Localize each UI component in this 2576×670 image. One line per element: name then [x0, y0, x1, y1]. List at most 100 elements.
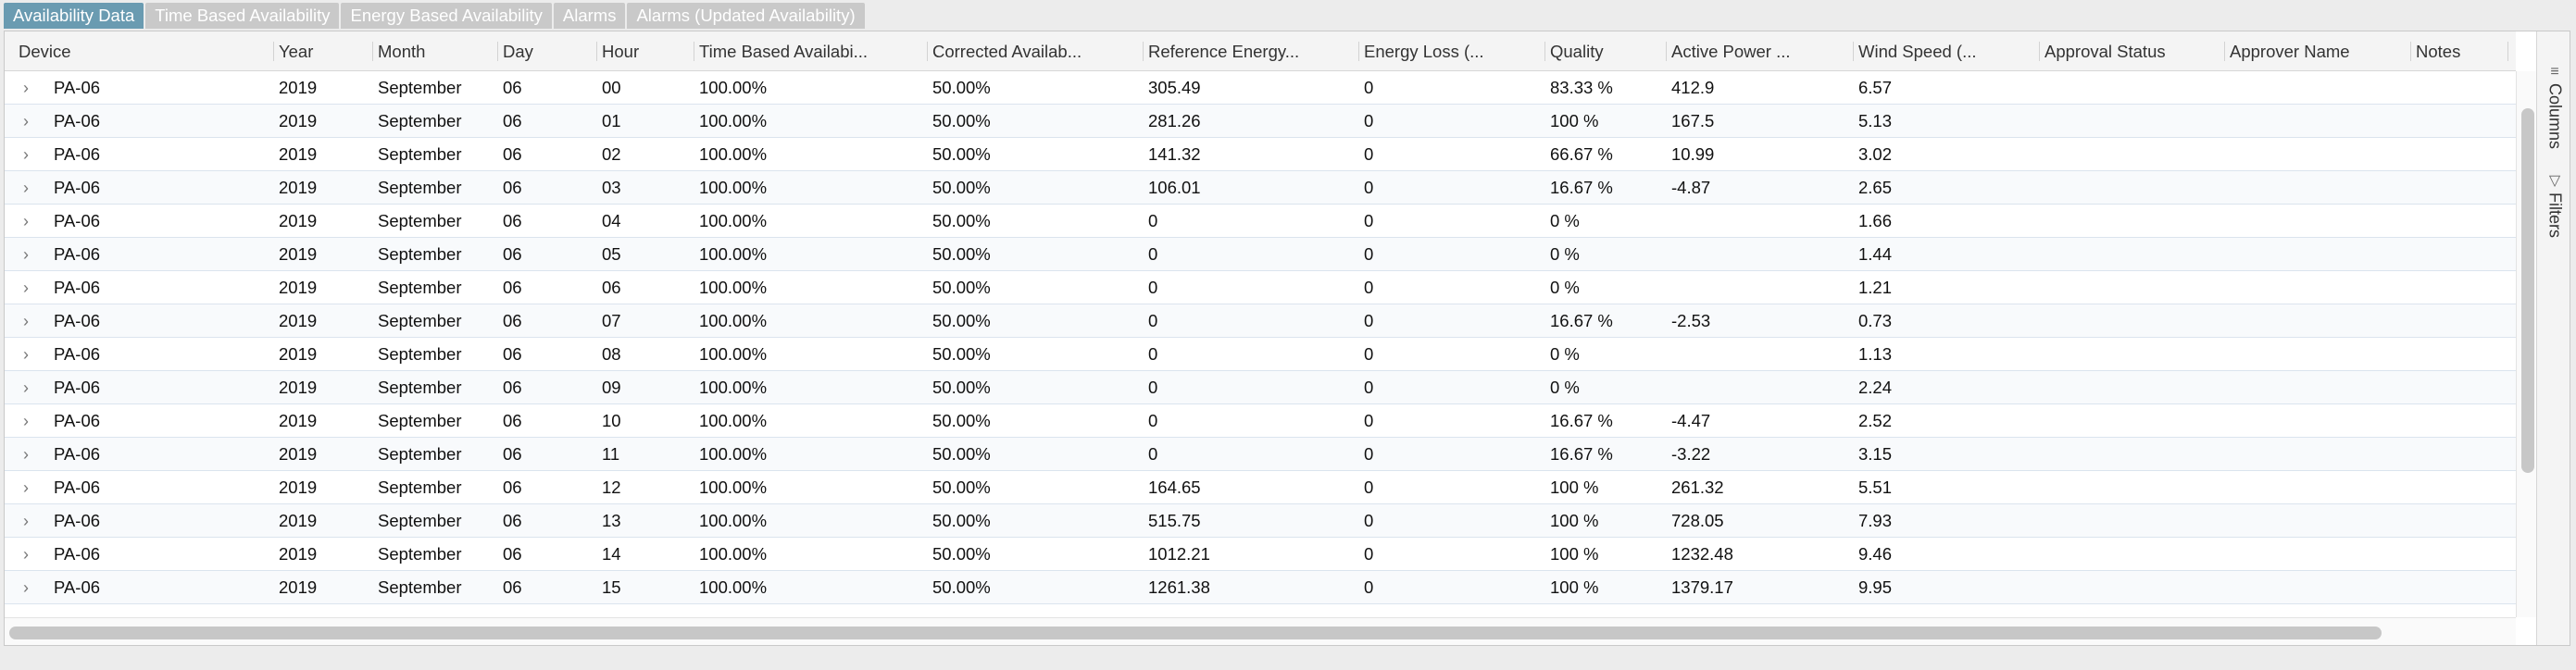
table-row[interactable]: › PA-06 2019 September 06 07 100.00% 50.00% 0 0 16…	[5, 304, 2516, 338]
table-row[interactable]: › PA-06 2019 September 06 14 100.00% 50.00% 1012…	[5, 538, 2516, 571]
column-header-day[interactable]: Day	[503, 31, 597, 71]
cell-corrected-availab: 50.00%	[932, 511, 991, 530]
table-row[interactable]: › PA-06 2019 September 06 00 100.00% 50.00% 305.…	[5, 71, 2516, 105]
expand-chevron-icon[interactable]: ›	[23, 79, 29, 97]
column-header-hour[interactable]: Hour	[602, 31, 694, 71]
vertical-scroll-thumb[interactable]	[2521, 108, 2534, 473]
horizontal-scrollbar[interactable]	[5, 617, 2516, 645]
column-header-energy-loss[interactable]: Energy Loss (...	[1364, 31, 1545, 71]
column-resize-handle[interactable]	[1666, 42, 1667, 61]
column-resize-handle[interactable]	[372, 42, 373, 61]
expand-chevron-icon[interactable]: ›	[23, 478, 29, 497]
table-row[interactable]: › PA-06 2019 September 06 02 100.00% 50.00% 141.…	[5, 138, 2516, 171]
expand-chevron-icon[interactable]: ›	[23, 279, 29, 297]
column-resize-handle[interactable]	[927, 42, 928, 61]
column-header-time-based-availabi[interactable]: Time Based Availabi...	[699, 31, 928, 71]
column-resize-handle[interactable]	[1544, 42, 1545, 61]
table-row[interactable]: › PA-06 2019 September 06 11 100.00% 50.00% 0 0 16…	[5, 438, 2516, 471]
column-header-corrected-availab[interactable]: Corrected Availab...	[932, 31, 1144, 71]
cell-approver-name	[2230, 338, 2404, 371]
cell-reference-energy: 0	[1148, 211, 1158, 230]
column-resize-handle[interactable]	[2224, 42, 2225, 61]
column-header-month[interactable]: Month	[378, 31, 498, 71]
vertical-scrollbar[interactable]	[2516, 71, 2536, 617]
column-resize-handle[interactable]	[497, 42, 498, 61]
cell-corrected-availab: 50.00%	[932, 111, 991, 130]
column-header-label: Notes	[2416, 42, 2461, 61]
cell-wind-speed: 1.21	[1858, 278, 1893, 297]
column-header-wind-speed[interactable]: Wind Speed (...	[1858, 31, 2040, 71]
expand-chevron-icon[interactable]: ›	[23, 312, 29, 330]
horizontal-scroll-thumb[interactable]	[9, 627, 2382, 639]
columns-label: Columns	[2545, 83, 2565, 150]
cell-active-power: 10.99	[1671, 144, 1715, 164]
expand-chevron-icon[interactable]: ›	[23, 378, 29, 397]
tab-alarms[interactable]: Alarms	[553, 3, 626, 29]
table-row[interactable]: › PA-06 2019 September 06 15 100.00% 50.00% 1261…	[5, 571, 2516, 604]
column-header-reference-energy[interactable]: Reference Energy...	[1148, 31, 1359, 71]
column-header-label: Reference Energy...	[1148, 42, 1300, 61]
column-resize-handle[interactable]	[2507, 42, 2508, 61]
column-header-year[interactable]: Year	[279, 31, 373, 71]
cell-approver-name	[2230, 371, 2404, 404]
column-resize-handle[interactable]	[2410, 42, 2411, 61]
expand-chevron-icon[interactable]: ›	[23, 112, 29, 130]
side-panel: ≡ Columns ▽ Filters	[2536, 31, 2570, 645]
expand-chevron-icon[interactable]: ›	[23, 179, 29, 197]
table-row[interactable]: › PA-06 2019 September 06 08 100.00% 50.00% 0 0 0 …	[5, 338, 2516, 371]
cell-time-based-availabi: 100.00%	[699, 144, 768, 164]
column-resize-handle[interactable]	[2039, 42, 2040, 61]
column-header-device[interactable]: Device	[19, 31, 274, 71]
tab-availability-data[interactable]: Availability Data	[4, 3, 144, 29]
column-header-active-power[interactable]: Active Power ...	[1671, 31, 1854, 71]
expand-chevron-icon[interactable]: ›	[23, 445, 29, 464]
expand-chevron-icon[interactable]: ›	[23, 412, 29, 430]
cell-quality: 100 %	[1550, 577, 1599, 597]
cell-wind-speed: 9.95	[1858, 577, 1893, 597]
expand-chevron-icon[interactable]: ›	[23, 245, 29, 264]
column-resize-handle[interactable]	[596, 42, 597, 61]
table-row[interactable]: › PA-06 2019 September 06 04 100.00% 50.00% 0 0 0 …	[5, 205, 2516, 238]
table-row[interactable]: › PA-06 2019 September 06 13 100.00% 50.00% 515.…	[5, 504, 2516, 538]
column-resize-handle[interactable]	[273, 42, 274, 61]
column-resize-handle[interactable]	[1853, 42, 1854, 61]
cell-reference-energy: 0	[1148, 244, 1158, 264]
cell-active-power: -2.53	[1671, 311, 1711, 330]
table-row[interactable]: › PA-06 2019 September 06 12 100.00% 50.00% 164.…	[5, 471, 2516, 504]
cell-quality: 100 %	[1550, 511, 1599, 530]
table-row[interactable]: › PA-06 2019 September 06 05 100.00% 50.00% 0 0 0 …	[5, 238, 2516, 271]
expand-chevron-icon[interactable]: ›	[23, 512, 29, 530]
table-row[interactable]: › PA-06 2019 September 06 01 100.00% 50.00% 281.…	[5, 105, 2516, 138]
cell-hour: 02	[602, 144, 621, 164]
tab-alarms-updated-availability[interactable]: Alarms (Updated Availability)	[627, 3, 865, 29]
cell-active-power	[1671, 371, 1846, 404]
column-resize-handle[interactable]	[1358, 42, 1359, 61]
expand-chevron-icon[interactable]: ›	[23, 545, 29, 564]
cell-month: September	[378, 211, 462, 230]
expand-chevron-icon[interactable]: ›	[23, 578, 29, 597]
cell-reference-energy: 1261.38	[1148, 577, 1210, 597]
cell-corrected-availab: 50.00%	[932, 344, 991, 364]
cell-corrected-availab: 50.00%	[932, 311, 991, 330]
table-row[interactable]: › PA-06 2019 September 06 09 100.00% 50.00% 0 0 0 …	[5, 371, 2516, 404]
tab-time-based-availability[interactable]: Time Based Availability	[145, 3, 340, 29]
cell-device: PA-06	[54, 444, 101, 464]
expand-chevron-icon[interactable]: ›	[23, 345, 29, 364]
cell-notes	[2416, 138, 2501, 171]
cell-hour: 15	[602, 577, 621, 597]
column-header-notes[interactable]: Notes	[2416, 31, 2508, 71]
table-row[interactable]: › PA-06 2019 September 06 10 100.00% 50.00% 0 0 16…	[5, 404, 2516, 438]
expand-chevron-icon[interactable]: ›	[23, 212, 29, 230]
tab-energy-based-availability[interactable]: Energy Based Availability	[341, 3, 552, 29]
column-header-quality[interactable]: Quality	[1550, 31, 1667, 71]
column-header-approval-status[interactable]: Approval Status	[2045, 31, 2225, 71]
column-resize-handle[interactable]	[1143, 42, 1144, 61]
column-header-approver-name[interactable]: Approver Name	[2230, 31, 2411, 71]
cell-active-power: -4.47	[1671, 411, 1711, 430]
cell-notes	[2416, 105, 2501, 138]
expand-chevron-icon[interactable]: ›	[23, 145, 29, 164]
columns-panel-button[interactable]: ≡ Columns	[2541, 63, 2569, 149]
table-row[interactable]: › PA-06 2019 September 06 06 100.00% 50.00% 0 0 0 …	[5, 271, 2516, 304]
filters-panel-button[interactable]: ▽ Filters	[2541, 172, 2569, 238]
table-row[interactable]: › PA-06 2019 September 06 03 100.00% 50.00% 106.…	[5, 171, 2516, 205]
